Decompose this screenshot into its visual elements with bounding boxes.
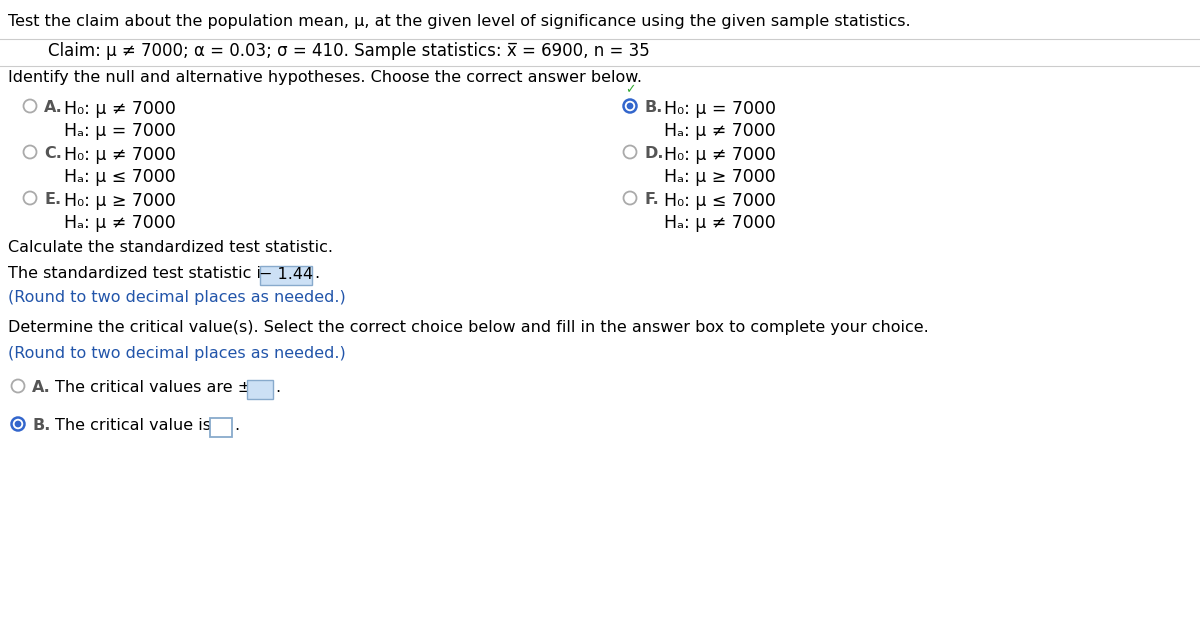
- Text: D.: D.: [644, 146, 664, 161]
- Text: .: .: [275, 380, 280, 395]
- Text: Test the claim about the population mean, μ, at the given level of significance : Test the claim about the population mean…: [8, 14, 911, 29]
- Text: The critical value is: The critical value is: [55, 418, 211, 433]
- Text: H₀: μ = 7000: H₀: μ = 7000: [664, 100, 776, 118]
- Text: Claim: μ ≠ 7000; α = 0.03; σ = 410. Sample statistics: x̅ = 6900, n = 35: Claim: μ ≠ 7000; α = 0.03; σ = 410. Samp…: [48, 42, 649, 60]
- Text: (Round to two decimal places as needed.): (Round to two decimal places as needed.): [8, 346, 346, 361]
- Text: Calculate the standardized test statistic.: Calculate the standardized test statisti…: [8, 240, 334, 255]
- Text: C.: C.: [44, 146, 62, 161]
- Text: B.: B.: [32, 418, 50, 433]
- Text: Identify the null and alternative hypotheses. Choose the correct answer below.: Identify the null and alternative hypoth…: [8, 70, 642, 85]
- FancyBboxPatch shape: [210, 418, 232, 437]
- Text: E.: E.: [44, 192, 61, 207]
- FancyBboxPatch shape: [247, 380, 274, 399]
- Circle shape: [626, 102, 634, 109]
- Text: Hₐ: μ ≠ 7000: Hₐ: μ ≠ 7000: [664, 122, 775, 140]
- Text: H₀: μ ≠ 7000: H₀: μ ≠ 7000: [64, 100, 176, 118]
- Text: Hₐ: μ ≠ 7000: Hₐ: μ ≠ 7000: [664, 214, 775, 232]
- Text: .: .: [314, 266, 319, 281]
- Text: ✓: ✓: [625, 83, 635, 96]
- Text: Hₐ: μ ≥ 7000: Hₐ: μ ≥ 7000: [664, 168, 775, 186]
- Text: A.: A.: [32, 380, 50, 395]
- Text: H₀: μ ≤ 7000: H₀: μ ≤ 7000: [664, 192, 776, 210]
- Text: Hₐ: μ = 7000: Hₐ: μ = 7000: [64, 122, 176, 140]
- Text: B.: B.: [644, 100, 662, 115]
- Text: A.: A.: [44, 100, 62, 115]
- Text: .: .: [234, 418, 239, 433]
- Text: H₀: μ ≠ 7000: H₀: μ ≠ 7000: [664, 146, 776, 164]
- Text: The standardized test statistic is: The standardized test statistic is: [8, 266, 269, 281]
- Text: F.: F.: [644, 192, 659, 207]
- Circle shape: [14, 420, 22, 428]
- Text: Hₐ: μ ≤ 7000: Hₐ: μ ≤ 7000: [64, 168, 175, 186]
- Text: The critical values are ±: The critical values are ±: [55, 380, 251, 395]
- Text: − 1.44: − 1.44: [259, 267, 313, 282]
- Text: Determine the critical value(s). Select the correct choice below and fill in the: Determine the critical value(s). Select …: [8, 320, 929, 335]
- Text: (Round to two decimal places as needed.): (Round to two decimal places as needed.): [8, 290, 346, 305]
- Text: H₀: μ ≠ 7000: H₀: μ ≠ 7000: [64, 146, 176, 164]
- Text: H₀: μ ≥ 7000: H₀: μ ≥ 7000: [64, 192, 176, 210]
- FancyBboxPatch shape: [260, 266, 312, 285]
- Text: Hₐ: μ ≠ 7000: Hₐ: μ ≠ 7000: [64, 214, 175, 232]
